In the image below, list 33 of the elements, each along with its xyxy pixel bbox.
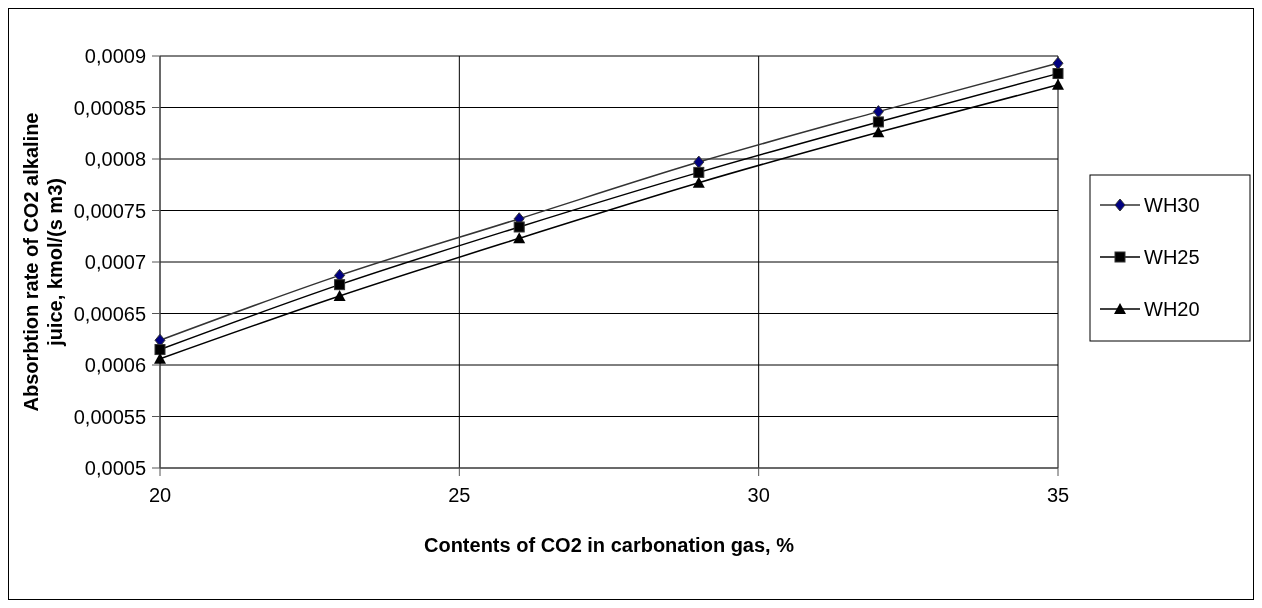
point (154, 344, 166, 356)
y-tick-label: 0,00065 (73, 302, 146, 325)
point (334, 279, 346, 291)
y-tick-label: 0,00085 (73, 96, 146, 119)
point (693, 166, 705, 178)
y-axis-title: Absorbtion rate of CO2 alkaline juice, kmol/(s m3) (20, 112, 66, 412)
point (693, 155, 705, 169)
y-tick-label: 0,0007 (84, 251, 146, 273)
point (872, 126, 885, 138)
y-tick-label: 0,0005 (84, 457, 146, 479)
point (872, 116, 884, 128)
x-tick-label: 30 (747, 484, 770, 506)
x-tick-label: 20 (148, 484, 172, 506)
y-tick-label: 0,0008 (84, 148, 146, 170)
point (872, 105, 884, 119)
point (333, 289, 346, 301)
point (1052, 78, 1064, 90)
x-tick-label: 25 (448, 484, 471, 506)
point (692, 176, 705, 188)
legend-label: WH20 (1144, 298, 1200, 320)
y-tick-label: 0,00075 (73, 199, 146, 222)
x-tick-label: 35 (1046, 484, 1070, 506)
y-tick-label: 0,0006 (84, 354, 146, 376)
point (513, 232, 526, 244)
point (1052, 56, 1064, 70)
point (1052, 68, 1064, 80)
y-tick-label: 0,0009 (84, 45, 146, 67)
legend-label: WH25 (1144, 246, 1200, 268)
point (334, 268, 346, 282)
x-axis-title: Contents of CO2 in carbonation gas, % (423, 534, 795, 556)
point (513, 221, 525, 233)
legend-label: WH30 (1144, 194, 1200, 216)
y-tick-label: 0,00055 (73, 405, 146, 428)
